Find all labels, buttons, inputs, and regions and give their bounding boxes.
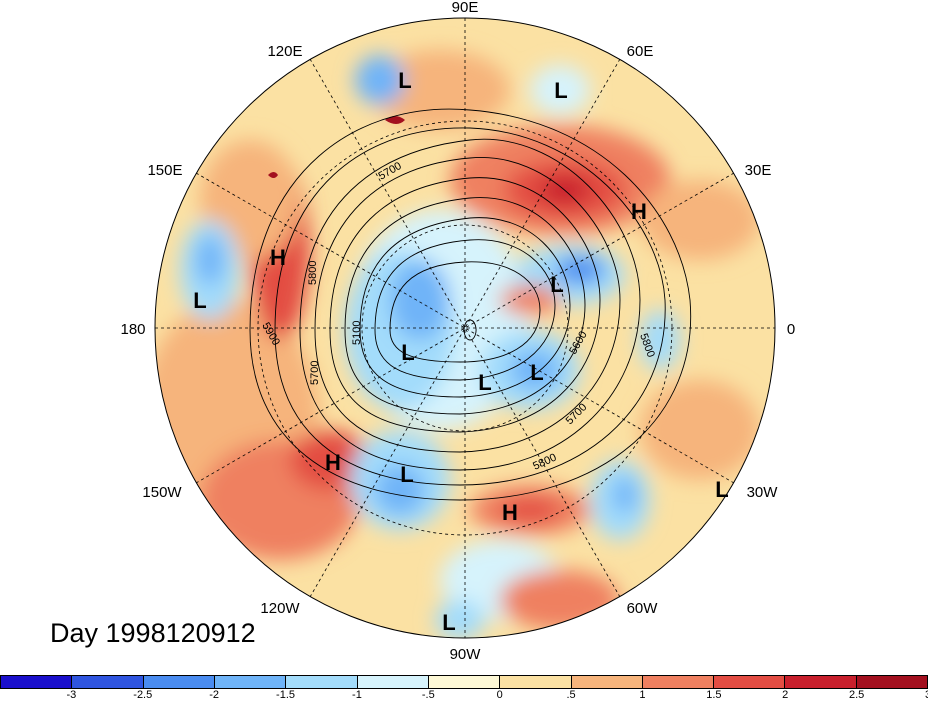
lon-label-0: 0 [787,321,795,338]
map-border [154,17,776,639]
lon-label-120w: 120W [260,600,300,617]
colorbar-segment [286,676,358,688]
pressure-center-l: L [400,462,413,487]
lon-label-30w: 30W [747,484,779,501]
pressure-center-l: L [193,288,206,313]
colorbar-tick-label: 0 [496,689,503,701]
colorbar-tick-label: -3 [66,689,77,701]
colorbar-tick-label: 1.5 [706,689,722,701]
colorbar-tick-label: 1 [639,689,646,701]
colorbar-tick-label: .5 [566,689,576,701]
colorbar-segment [785,676,857,688]
colorbar-tick-label: 2.5 [848,689,865,701]
lon-label-60e: 60E [627,43,654,60]
pressure-center-l: L [478,370,491,395]
lon-label-120e: 120E [267,43,302,60]
lon-label-150e: 150E [147,162,182,179]
lon-label-90e: 90E [452,0,479,16]
pressure-center-l: L [442,610,455,635]
pressure-center-h: H [502,500,518,525]
colorbar-tick-label: -.5 [421,689,435,701]
colorbar-segment [143,676,215,688]
graticule [155,18,775,638]
pressure-center-l: L [398,68,411,93]
colorbar-tick-label: -2.5 [133,689,153,701]
pressure-center-h: H [270,245,286,270]
colorbar [0,675,928,689]
contour-label: 5800 [307,261,319,285]
pressure-center-h: H [325,450,341,475]
pressure-center-l: L [550,272,563,297]
contour-label: 5100 [351,321,363,345]
colorbar-segment [714,676,786,688]
colorbar-tick-label: -1.5 [276,689,296,701]
date-title: Day 1998120912 [50,618,256,648]
colorbar-labels: -3 -2.5 -2 -1.5 -1 -.5 0 .5 1 1.5 2 2.5 3 [0,689,928,702]
colorbar-tick-label: 2 [782,689,789,701]
colorbar-tick-label: -1 [352,689,362,701]
colorbar-segment [72,676,144,688]
colorbar-segment [856,676,928,688]
pressure-center-l: L [554,78,567,103]
pressure-center-l: L [530,360,543,385]
pressure-center-l: L [715,477,728,502]
colorbar-segment [500,676,572,688]
contour-label: 5700 [309,361,321,385]
anomaly-field [155,18,775,638]
colorbar-segment [571,676,643,688]
colorbar-segment [428,676,501,688]
lon-label-90w: 90W [450,646,482,663]
colorbar-tick-label: -2 [209,689,220,701]
colorbar-segment [357,676,429,688]
lon-label-180: 180 [120,321,145,338]
colorbar-segment [1,676,73,688]
colorbar-segment [642,676,715,688]
height-contours [249,108,692,501]
pressure-center-l: L [401,340,414,365]
colorbar-segment [214,676,287,688]
polar-map: 90E 120E 60E 150E 30E 180 0 150W 30W 120… [120,0,795,663]
pressure-center-h: H [631,199,647,224]
colorbar-tick-label: 3 [925,689,928,701]
lon-label-150w: 150W [142,484,182,501]
lon-label-30e: 30E [745,162,772,179]
lon-label-60w: 60W [627,600,659,617]
